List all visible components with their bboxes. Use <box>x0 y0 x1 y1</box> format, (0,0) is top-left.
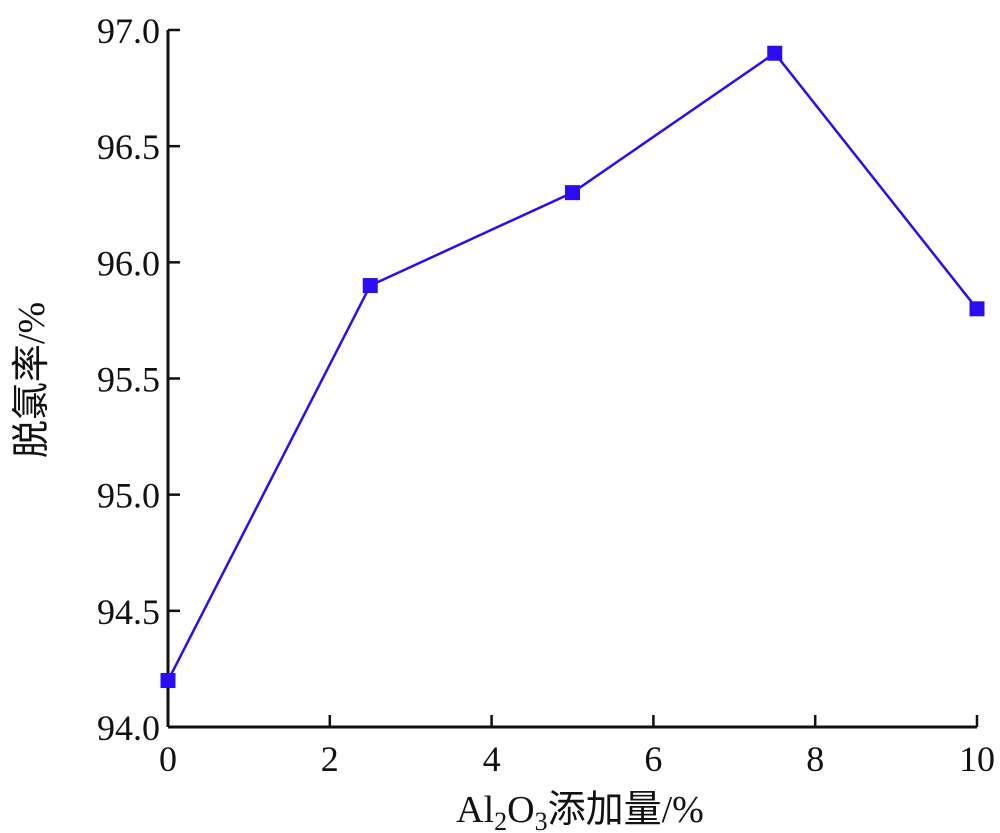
y-axis-title: 脱氯率/% <box>11 302 53 458</box>
data-point-marker <box>565 185 580 201</box>
x-tick-label: 0 <box>159 739 177 779</box>
x-axis-title-sub-1: 2 <box>494 807 507 833</box>
chart-ticks: 94.0 94.5 95.0 95.5 96.0 96.5 97.0 0 2 4 6 8 10 <box>97 11 995 779</box>
x-tick-label: 2 <box>321 739 339 779</box>
y-tick-label: 96.5 <box>97 127 160 167</box>
y-tick-label: 95.0 <box>97 476 160 516</box>
data-point-marker <box>969 301 985 317</box>
chart-series <box>160 45 985 689</box>
x-axis-title-part-b: O <box>507 789 534 831</box>
x-axis-title: Al2O3添加量/% <box>456 789 704 833</box>
x-tick-label: 6 <box>644 739 662 779</box>
data-point-marker <box>767 45 783 61</box>
data-point-marker <box>160 673 176 689</box>
x-tick-label: 4 <box>483 739 501 779</box>
y-tick-label: 94.5 <box>97 592 160 632</box>
x-axis-title-sub-2: 3 <box>535 807 548 833</box>
y-tick-label: 97.0 <box>97 11 160 51</box>
x-axis-title-part-a: Al <box>456 789 494 831</box>
y-tick-label: 96.0 <box>97 243 160 283</box>
x-tick-label: 10 <box>959 739 995 779</box>
data-point-marker <box>362 278 378 294</box>
y-tick-label: 94.0 <box>97 708 160 748</box>
x-axis-title-part-c: 添加量/% <box>548 789 704 831</box>
series-line <box>166 51 978 682</box>
y-tick-label: 95.5 <box>97 360 160 400</box>
x-tick-label: 8 <box>806 739 824 779</box>
chart-axes <box>166 30 977 729</box>
